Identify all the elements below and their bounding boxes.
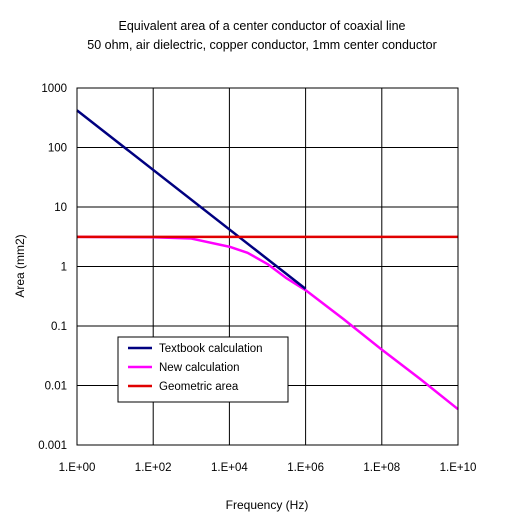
legend-label: Geometric area — [159, 381, 239, 393]
plot-frame — [76, 87, 459, 446]
chart-subtitle: 50 ohm, air dielectric, copper conductor… — [87, 38, 436, 52]
x-tick-label: 1.E+02 — [135, 462, 172, 474]
series-line-textbook-calculation — [76, 109, 307, 290]
series-group — [76, 109, 459, 411]
y-tick-label: 1000 — [41, 83, 67, 95]
x-tick-label: 1.E+08 — [363, 462, 400, 474]
x-tick-label: 1.E+10 — [440, 462, 477, 474]
y-tick-label: 1 — [61, 262, 67, 274]
y-tick-label: 10 — [54, 202, 67, 214]
legend-label: Textbook calculation — [159, 343, 263, 355]
x-tick-label: 1.E+06 — [287, 462, 324, 474]
chart-title: Equivalent area of a center conductor of… — [119, 19, 406, 33]
series-line-new-calculation — [76, 235, 459, 411]
x-tick-label: 1.E+04 — [211, 462, 248, 474]
y-tick-labels: 0.001 0.01 0.1 1 10 100 1000 — [38, 83, 67, 452]
x-tick-label: 1.E+00 — [59, 462, 96, 474]
y-tick-label: 0.001 — [38, 440, 67, 452]
legend: Textbook calculation New calculation Geome… — [117, 336, 289, 403]
x-axis-label: Frequency (Hz) — [226, 498, 309, 512]
y-tick-label: 100 — [48, 143, 67, 155]
legend-label: New calculation — [159, 362, 240, 374]
y-tick-label: 0.01 — [45, 381, 67, 393]
y-tick-label: 0.1 — [51, 321, 67, 333]
y-axis-label: Area (mm2) — [13, 234, 27, 297]
x-tick-labels: 1.E+00 1.E+02 1.E+04 1.E+06 1.E+08 1.E+10 — [59, 462, 477, 474]
